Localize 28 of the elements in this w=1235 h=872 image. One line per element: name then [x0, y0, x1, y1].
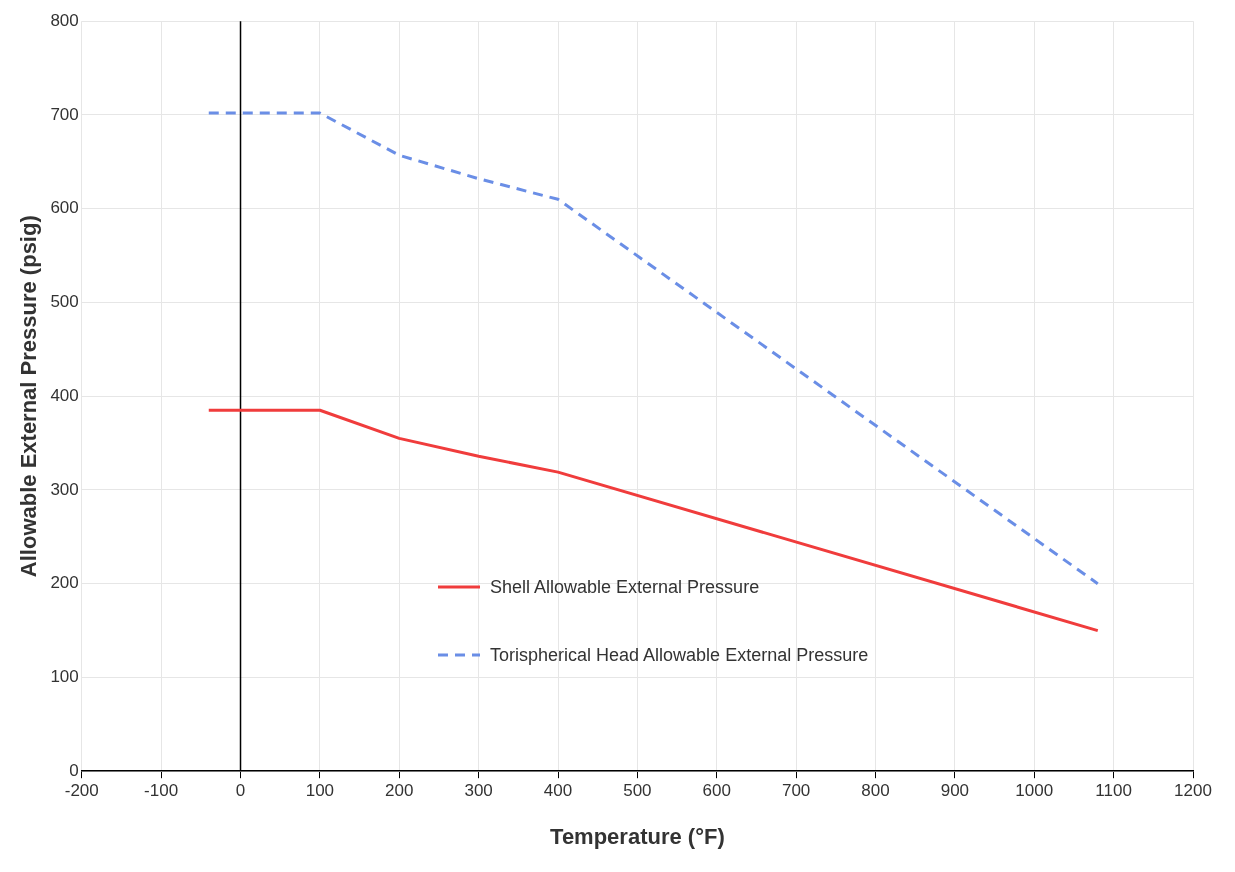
y-tick-label: 700	[50, 104, 79, 124]
x-tick-label: -100	[144, 781, 179, 801]
x-tick-label: 1100	[1095, 781, 1132, 801]
x-tick-label: 0	[235, 781, 246, 801]
x-tick-label: 300	[464, 781, 493, 801]
x-tick-label: 100	[305, 781, 335, 801]
x-tick-label: 700	[781, 781, 811, 801]
x-tick-label: 1000	[1015, 781, 1054, 801]
y-tick-label: 100	[50, 667, 79, 687]
x-tick-label: 600	[702, 781, 731, 801]
y-tick-label: 300	[50, 479, 79, 499]
y-tick-label: 500	[50, 292, 79, 312]
x-tick-label: 800	[861, 781, 890, 801]
x-tick-label: 500	[623, 781, 652, 801]
y-tick-label: 0	[69, 760, 79, 780]
x-axis-title: Temperature (°F)	[550, 823, 725, 849]
y-tick-label: 200	[50, 573, 79, 593]
legend-label: Torispherical Head Allowable External Pressure	[490, 644, 869, 666]
legend-label: Shell Allowable External Pressure	[490, 576, 760, 598]
x-tick-label: 900	[940, 781, 970, 801]
x-tick-label: 1200	[1174, 781, 1212, 801]
x-tick-label: 400	[543, 781, 573, 801]
y-axis-title: Allowable External Pressure (psig)	[16, 215, 42, 578]
y-tick-label: 600	[50, 198, 79, 218]
x-tick-label: 200	[385, 781, 414, 801]
y-tick-label: 800	[50, 10, 79, 30]
y-tick-label: 400	[50, 385, 79, 405]
x-tick-label: -200	[64, 781, 99, 801]
